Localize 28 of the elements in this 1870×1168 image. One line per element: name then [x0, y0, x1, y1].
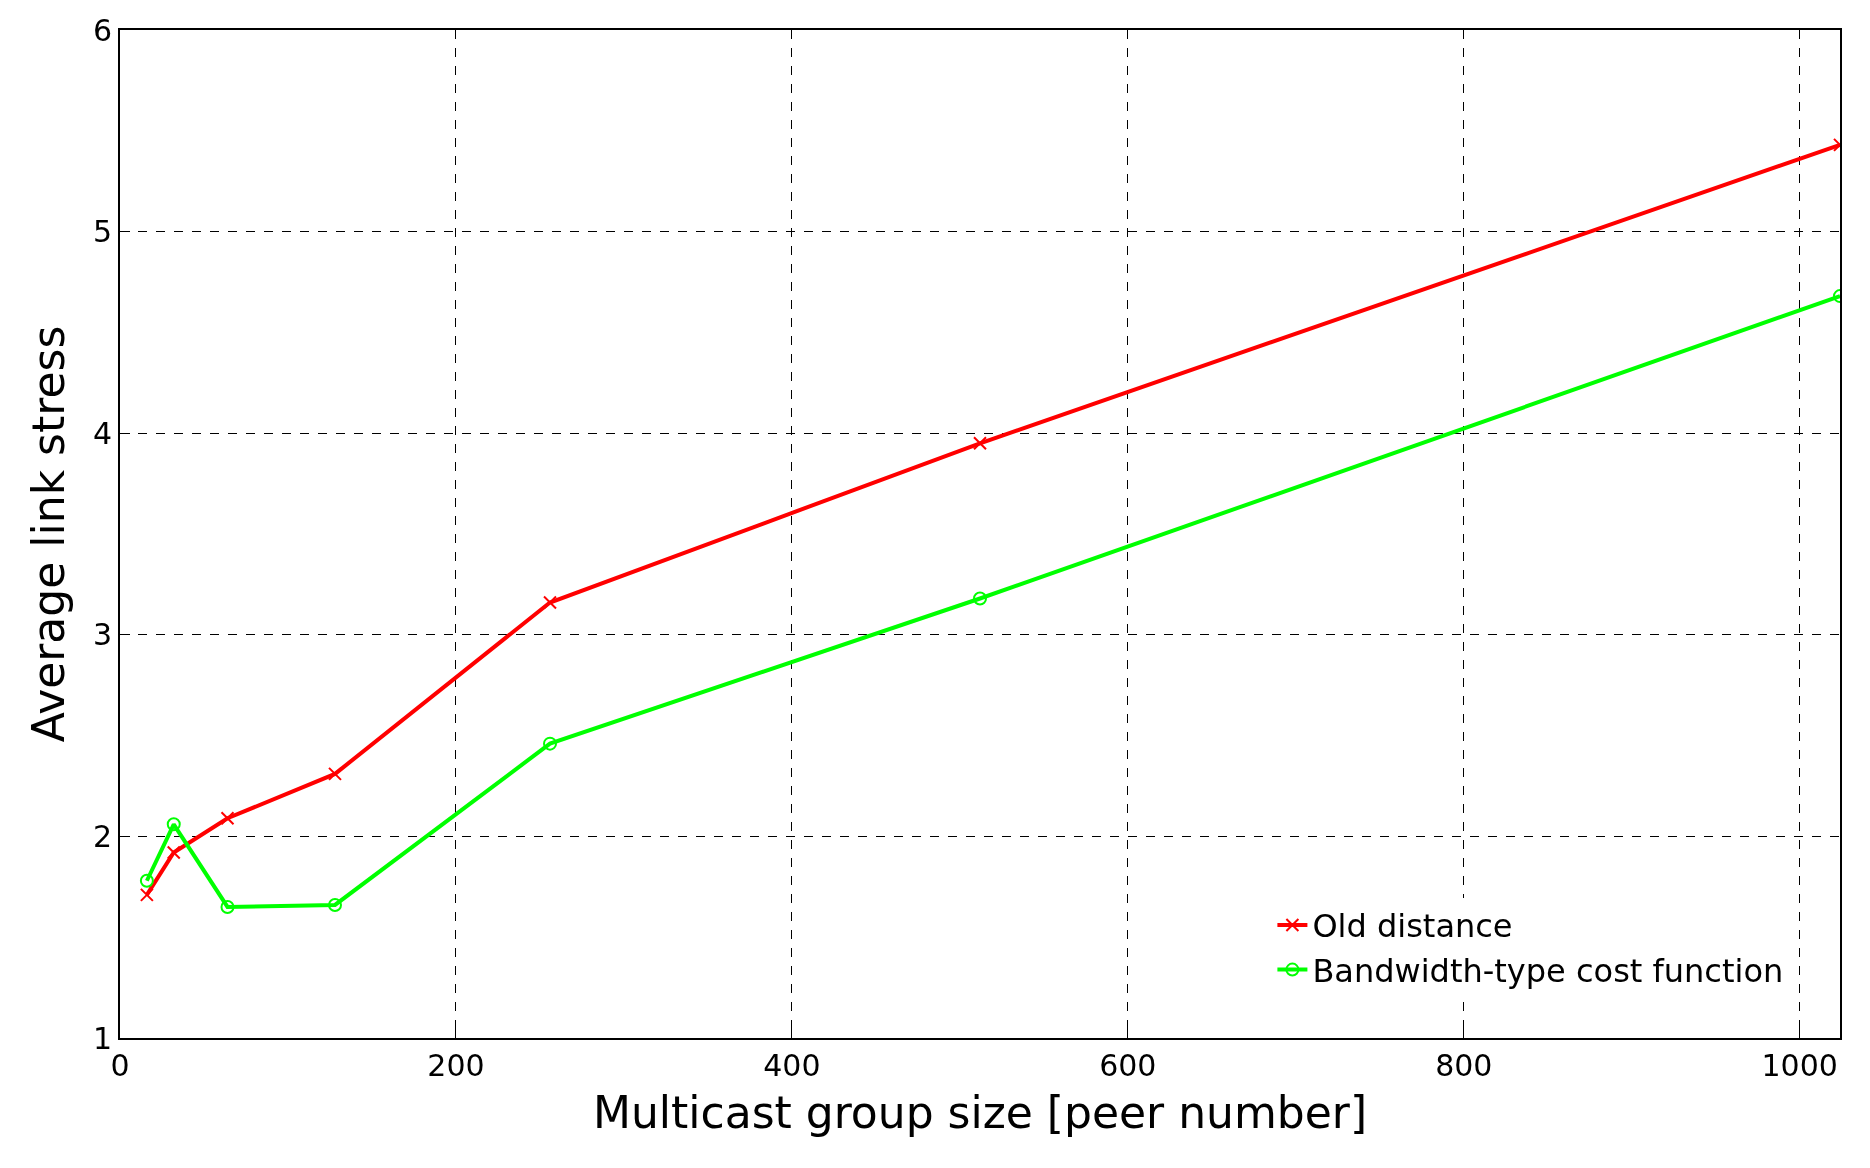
point [543, 595, 557, 610]
x-tick-label: 400 [763, 1048, 821, 1083]
y-tick-label: 3 [92, 617, 112, 653]
point [328, 766, 342, 781]
point [973, 591, 987, 606]
point [328, 897, 342, 912]
legend-label: Old distance [1312, 907, 1513, 946]
point [220, 899, 235, 914]
legend-label: Bandwidth-type cost function [1312, 952, 1784, 991]
x-tick-label: 800 [1435, 1048, 1493, 1083]
x-tick-label: 0 [110, 1048, 130, 1083]
point [543, 736, 557, 751]
x-tick-label: 600 [1099, 1048, 1157, 1083]
y-tick-label: 4 [92, 415, 112, 451]
x-axis-title: Multicast group size [peer number] [592, 1086, 1368, 1138]
x-tick-label: 1000 [1761, 1048, 1838, 1083]
point [973, 436, 987, 451]
point [166, 817, 181, 832]
y-tick-label: 6 [92, 12, 112, 48]
y-tick-label: 1 [92, 1020, 112, 1056]
y-axis-title: Average link stress [22, 325, 74, 743]
point [139, 873, 154, 888]
point [220, 811, 235, 826]
point [166, 845, 181, 860]
y-tick-label: 5 [92, 214, 112, 250]
y-tick-label: 2 [92, 818, 112, 854]
point [139, 887, 154, 902]
x-tick-label: 200 [427, 1048, 485, 1083]
